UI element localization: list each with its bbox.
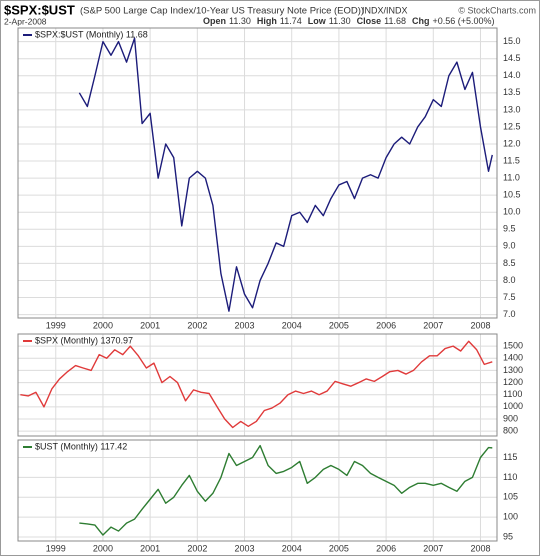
x-tick-label: 2007 [423, 543, 443, 553]
legend-label: $SPX:$UST (Monthly) 11.68 [35, 29, 148, 39]
panel-frame [17, 439, 498, 542]
y-tick-label: 9.0 [503, 241, 516, 251]
y-tick-label: 11.0 [503, 172, 520, 182]
y-tick-label: 12.5 [503, 121, 521, 131]
y-tick-label: 8.0 [503, 275, 516, 285]
legend-label: $SPX (Monthly) 1370.97 [35, 335, 133, 345]
x-tick-label: 2008 [470, 320, 490, 330]
x-tick-label: 2002 [187, 320, 207, 330]
legend-label: $UST (Monthly) 117.42 [35, 441, 127, 451]
y-tick-label: 13.0 [503, 104, 521, 114]
quote: Open 11.30 High 11.74 Low 11.30 Close 11.68 Chg +… [203, 16, 495, 26]
quote-label: Open [203, 16, 226, 26]
y-tick-label: 14.5 [503, 53, 521, 63]
panel-frame [17, 333, 498, 437]
y-tick-label: 9.5 [503, 224, 516, 234]
series-line [79, 444, 493, 536]
y-tick-label: 11.5 [503, 155, 520, 165]
source: © StockCharts.com [458, 5, 536, 15]
quote-value: +0.56 (+5.00%) [432, 16, 494, 26]
chart-title: $SPX:$UST [4, 2, 75, 17]
x-tick-label: 2008 [470, 543, 490, 553]
x-tick-label: 1999 [46, 320, 66, 330]
quote-value: 11.30 [229, 16, 251, 26]
y-tick-label: 7.5 [503, 292, 516, 302]
x-tick-label: 2007 [423, 320, 443, 330]
y-tick-label: 95 [503, 531, 513, 541]
quote-value: 11.30 [329, 16, 351, 26]
quote-value: 11.74 [280, 16, 302, 26]
y-tick-label: 1200 [503, 377, 523, 387]
y-tick-label: 15.0 [503, 36, 521, 46]
x-tick-label: 2003 [235, 320, 255, 330]
y-tick-label: 800 [503, 426, 518, 436]
y-tick-label: 1000 [503, 401, 523, 411]
x-tick-label: 2003 [235, 543, 255, 553]
quote-label: Chg [412, 16, 430, 26]
x-tick-label: 2005 [329, 320, 349, 330]
date: 2-Apr-2008 [4, 16, 47, 26]
y-tick-label: 13.5 [503, 87, 521, 97]
y-tick-label: 900 [503, 413, 518, 423]
x-tick-label: 2001 [140, 320, 160, 330]
y-tick-label: 1100 [503, 389, 522, 399]
quote-label: Close [357, 16, 382, 26]
y-tick-label: 105 [503, 492, 518, 502]
x-tick-label: 2000 [93, 320, 113, 330]
x-tick-label: 2006 [376, 543, 396, 553]
x-tick-label: 2005 [329, 543, 349, 553]
y-tick-label: 10.5 [503, 190, 521, 200]
y-tick-label: 1300 [503, 365, 523, 375]
x-tick-label: 2006 [376, 320, 396, 330]
y-tick-label: 100 [503, 512, 518, 522]
x-tick-label: 2004 [282, 320, 302, 330]
y-tick-label: 1500 [503, 341, 523, 351]
y-tick-label: 8.5 [503, 258, 516, 268]
x-tick-label: 2000 [93, 543, 113, 553]
panel-frame [17, 27, 498, 319]
x-tick-label: 1999 [46, 543, 66, 553]
chart-subtitle: (S&P 500 Large Cap Index/10-Year US Trea… [80, 6, 364, 17]
y-tick-label: 110 [503, 472, 517, 482]
y-tick-label: 115 [503, 452, 517, 462]
quote-label: High [257, 16, 277, 26]
x-tick-label: 2001 [140, 543, 160, 553]
exchange: INDX/INDX [362, 5, 408, 15]
x-tick-label: 2004 [282, 543, 302, 553]
quote-value: 11.68 [384, 16, 406, 26]
y-tick-label: 14.0 [503, 70, 521, 80]
y-tick-label: 12.0 [503, 138, 521, 148]
quote-label: Low [308, 16, 327, 26]
y-tick-label: 7.0 [503, 309, 516, 319]
series-line [20, 340, 493, 429]
panel-background [18, 440, 497, 541]
series-line [78, 37, 493, 312]
panel-background [18, 28, 497, 318]
y-tick-label: 10.0 [503, 207, 521, 217]
y-tick-label: 1400 [503, 353, 523, 363]
x-tick-label: 2002 [187, 543, 207, 553]
